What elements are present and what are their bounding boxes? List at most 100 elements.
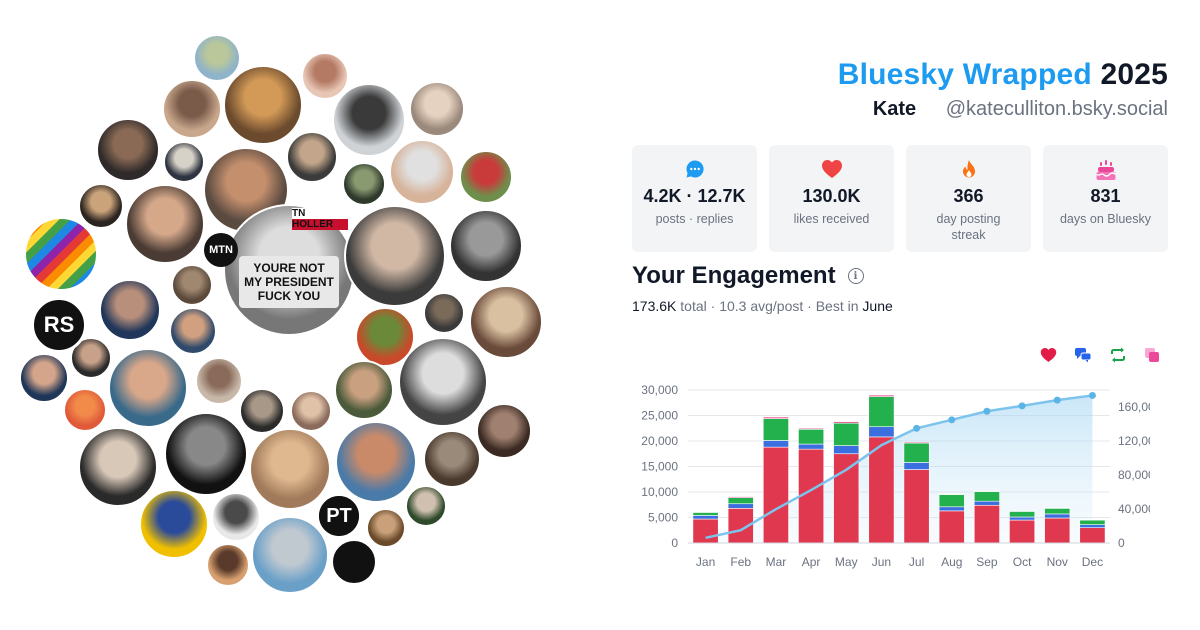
- bar-segment-reposts: [727, 497, 754, 505]
- follower-avatar: [342, 162, 386, 206]
- follower-avatar: [162, 79, 222, 139]
- follower-avatar: [63, 388, 107, 432]
- y2-tick-label: 120,000: [1118, 434, 1150, 448]
- stat-label: day posting streak: [936, 212, 1001, 242]
- x-tick-label: Jun: [872, 555, 891, 569]
- stat-card-streak: 366 day posting streak: [906, 145, 1031, 252]
- bar-segment-replies: [868, 426, 895, 438]
- bar-segment-quotes: [762, 416, 789, 419]
- engagement-avg: 10.3 avg/post: [719, 298, 804, 314]
- y2-tick-label: 80,000: [1118, 468, 1150, 482]
- reply-icon[interactable]: [1074, 347, 1092, 363]
- x-tick-label: Apr: [802, 555, 821, 569]
- follower-avatar: [335, 421, 417, 503]
- bar-segment-quotes: [1009, 510, 1036, 512]
- display-name: Kate: [872, 98, 917, 120]
- bar-segment-likes: [798, 448, 825, 544]
- stat-label: posts · replies: [655, 212, 734, 226]
- follower-avatar: [409, 81, 465, 137]
- brand-title: Bluesky Wrapped: [837, 58, 1092, 91]
- protest-sign: YOURE NOT MY PRESIDENT FUCK YOU: [239, 256, 339, 308]
- year-title: 2025: [1100, 58, 1168, 91]
- follower-avatar: [286, 131, 338, 183]
- bar-segment-quotes: [938, 493, 965, 495]
- stat-value: 4.2K · 12.7K: [643, 186, 746, 206]
- repost-icon[interactable]: [1109, 347, 1127, 363]
- follower-avatar: [332, 83, 406, 157]
- stat-card-posts: 4.2K · 12.7K posts · replies: [632, 145, 757, 252]
- follower-avatar: [290, 390, 332, 432]
- follower-avatar: [78, 427, 158, 507]
- stat-card-days: 831 days on Bluesky: [1043, 145, 1168, 252]
- bar-segment-replies: [762, 440, 789, 448]
- bar-segment-likes: [903, 469, 930, 544]
- bar-segment-quotes: [833, 421, 860, 424]
- y-tick-label: 15,000: [641, 460, 678, 474]
- rs-logo-avatar: RS: [31, 297, 87, 353]
- stat-label: days on Bluesky: [1059, 212, 1152, 226]
- follower-avatar: [78, 183, 124, 229]
- cumulative-point: [948, 416, 956, 424]
- follower-avatar: [459, 150, 513, 204]
- follower-avatar: [449, 209, 523, 283]
- stat-label: likes received: [793, 212, 870, 226]
- follower-avatar: [249, 428, 331, 510]
- follower-avatar: [19, 353, 69, 403]
- bar-segment-replies: [833, 445, 860, 455]
- follower-avatar: [206, 543, 250, 587]
- engagement-title: Your Engagement i: [632, 262, 864, 290]
- wrapped-header: Bluesky Wrapped 2025 Kate @kateculliton.…: [838, 58, 1168, 121]
- heart-icon[interactable]: [1040, 347, 1057, 363]
- cumulative-point: [1053, 396, 1061, 404]
- pt-logo-avatar: PT: [319, 496, 359, 536]
- follower-avatar: [405, 485, 447, 527]
- follower-avatar: [344, 205, 446, 307]
- x-tick-label: Jul: [909, 555, 924, 569]
- engagement-total-word: total: [680, 298, 707, 314]
- bar-segment-reposts: [868, 396, 895, 428]
- bar-segment-quotes: [973, 490, 1000, 492]
- follower-avatar: [164, 412, 248, 496]
- x-tick-label: Nov: [1047, 555, 1068, 569]
- engagement-heading: Your Engagement: [632, 262, 836, 289]
- bar-segment-reposts: [833, 422, 860, 446]
- flame-icon: [906, 159, 1031, 179]
- page-title: Bluesky Wrapped 2025: [838, 58, 1168, 92]
- bar-segment-quotes: [727, 496, 754, 498]
- stats-cards: 4.2K · 12.7K posts · replies 130.0K like…: [632, 145, 1168, 252]
- follower-avatar: [96, 118, 160, 182]
- follower-avatar: [193, 34, 241, 82]
- info-icon[interactable]: i: [847, 268, 864, 284]
- stat-card-likes: 130.0K likes received: [769, 145, 894, 252]
- follower-avatar: [139, 489, 209, 559]
- bar-segment-quotes: [798, 427, 825, 430]
- cake-icon: [1043, 159, 1168, 180]
- y2-tick-label: 40,000: [1118, 502, 1150, 516]
- bar-segment-likes: [1079, 527, 1106, 544]
- engagement-chart: 0 5,000 10,000 15,000 20,000 25,000 30,000 0 40,…: [641, 383, 1150, 569]
- y2-tick-label: 160,000: [1118, 400, 1150, 414]
- x-tick-label: Dec: [1082, 555, 1103, 569]
- bar-segment-quotes: [868, 394, 895, 397]
- bar-segment-likes: [762, 446, 789, 544]
- follower-avatar: [195, 357, 243, 405]
- stat-value: 366: [953, 186, 984, 206]
- follower-avatar: [24, 217, 98, 291]
- bar-segment-reposts: [762, 418, 789, 441]
- bar-segment-likes: [833, 453, 860, 544]
- x-tick-label: May: [835, 555, 858, 569]
- engagement-best-prefix: Best in: [815, 298, 859, 314]
- stat-value: 831: [1090, 186, 1121, 206]
- quote-icon[interactable]: [1144, 347, 1160, 363]
- follower-avatar: [398, 337, 488, 427]
- bar-segment-likes: [1009, 519, 1036, 544]
- follower-avatar: [211, 492, 261, 542]
- y2-tick-label: 0: [1118, 536, 1125, 550]
- engagement-summary: 173.6K total · 10.3 avg/post · Best in J…: [632, 298, 893, 314]
- follower-avatar: [239, 388, 285, 434]
- bar-segment-likes: [1044, 517, 1071, 544]
- bar-segment-likes: [692, 518, 719, 544]
- y-tick-label: 25,000: [641, 409, 678, 423]
- chart-legend: [1040, 347, 1160, 363]
- bar-segment-quotes: [692, 511, 719, 513]
